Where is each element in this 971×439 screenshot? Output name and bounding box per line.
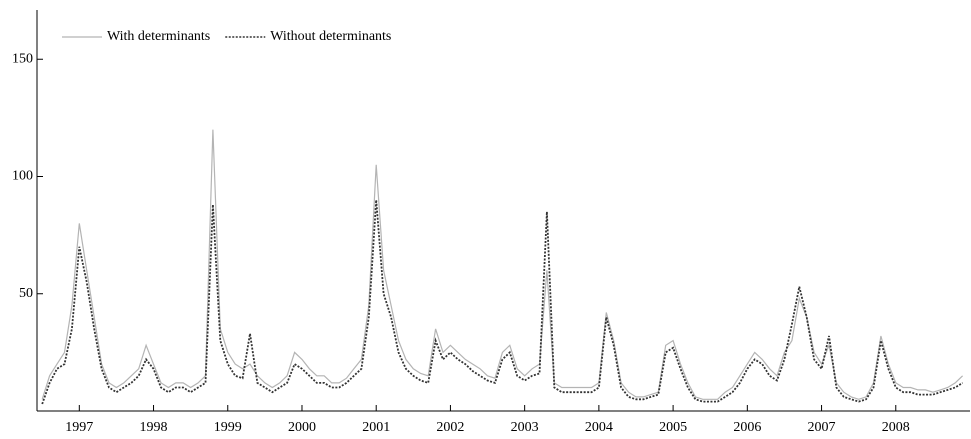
x-tick-label: 2005 [659,420,687,435]
y-tick-label: 150 [12,51,33,66]
x-tick-label: 2000 [288,420,316,435]
x-tick-label: 2007 [808,420,836,435]
x-tick-label: 2004 [585,420,613,435]
y-tick-label: 100 [12,169,33,184]
series-line [41,199,964,405]
x-tick-label: 2002 [436,420,464,435]
x-tick-label: 1999 [214,420,242,435]
legend-label: Without determinants [270,29,391,44]
series-line [41,129,964,400]
legend-label: With determinants [107,29,210,44]
x-tick-label: 1997 [65,420,93,435]
x-tick-label: 2001 [362,420,390,435]
y-tick-label: 50 [19,286,33,301]
x-tick-label: 2006 [733,420,761,435]
x-tick-label: 2003 [511,420,539,435]
x-tick-label: 1998 [140,420,168,435]
x-tick-label: 2008 [882,420,910,435]
